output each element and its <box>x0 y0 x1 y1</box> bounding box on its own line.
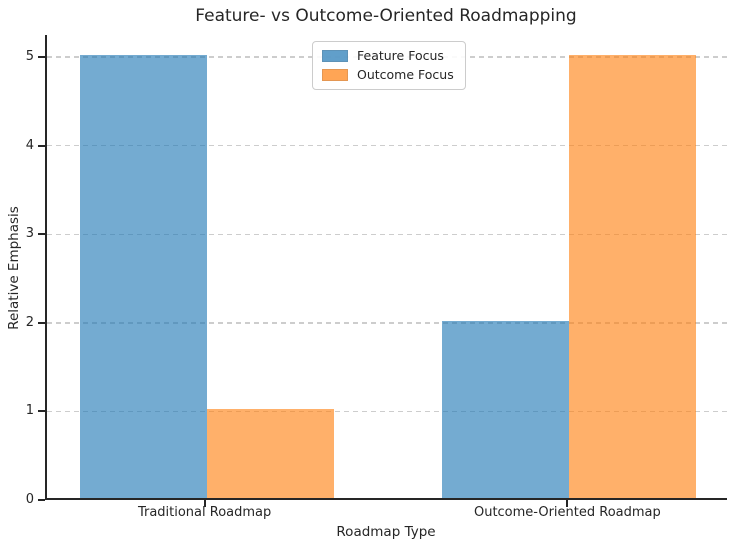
legend-label-feature-focus: Feature Focus <box>357 48 444 63</box>
plot-area <box>45 35 727 500</box>
legend-label-outcome-focus: Outcome Focus <box>357 67 454 82</box>
y-tick-mark-2 <box>38 321 45 324</box>
gridline-y-2 <box>47 322 727 324</box>
x-tick-mark-traditional-roadmap <box>203 500 206 507</box>
y-tick-mark-1 <box>38 410 45 413</box>
y-tick-mark-3 <box>38 233 45 236</box>
y-tick-label: 0 <box>25 492 34 507</box>
chart-title: Feature- vs Outcome-Oriented Roadmapping <box>195 6 577 26</box>
bar-feature-focus-outcome-oriented-roadmap <box>442 320 570 498</box>
gridline-y-1 <box>47 410 727 413</box>
legend-swatch-feature-focus <box>322 50 348 62</box>
y-tick-mark-4 <box>38 144 45 147</box>
x-axis-label: Roadmap Type <box>336 524 436 540</box>
x-tick-mark-outcome-oriented-roadmap <box>566 500 569 507</box>
y-tick-label: 5 <box>25 49 34 65</box>
y-tick-label: 1 <box>25 403 34 419</box>
gridline-y-3 <box>47 233 727 236</box>
bar-outcome-focus-outcome-oriented-roadmap <box>569 55 697 498</box>
legend-item-feature-focus: Feature Focus <box>322 49 454 63</box>
y-tick-mark-5 <box>38 56 45 59</box>
y-tick-label: 2 <box>25 314 34 330</box>
bar-feature-focus-traditional-roadmap <box>79 55 207 498</box>
y-tick-label: 4 <box>25 137 34 153</box>
x-tick-label: Traditional Roadmap <box>137 505 272 520</box>
legend-swatch-outcome-focus <box>322 69 348 81</box>
y-tick-mark-0 <box>38 499 45 501</box>
x-tick-label: Outcome-Oriented Roadmap <box>473 505 661 520</box>
gridline-y-4 <box>47 144 727 147</box>
y-tick-label: 3 <box>25 226 34 242</box>
legend: Feature Focus Outcome Focus <box>312 41 466 90</box>
bar-outcome-focus-traditional-roadmap <box>206 409 334 498</box>
legend-item-outcome-focus: Outcome Focus <box>322 68 454 82</box>
